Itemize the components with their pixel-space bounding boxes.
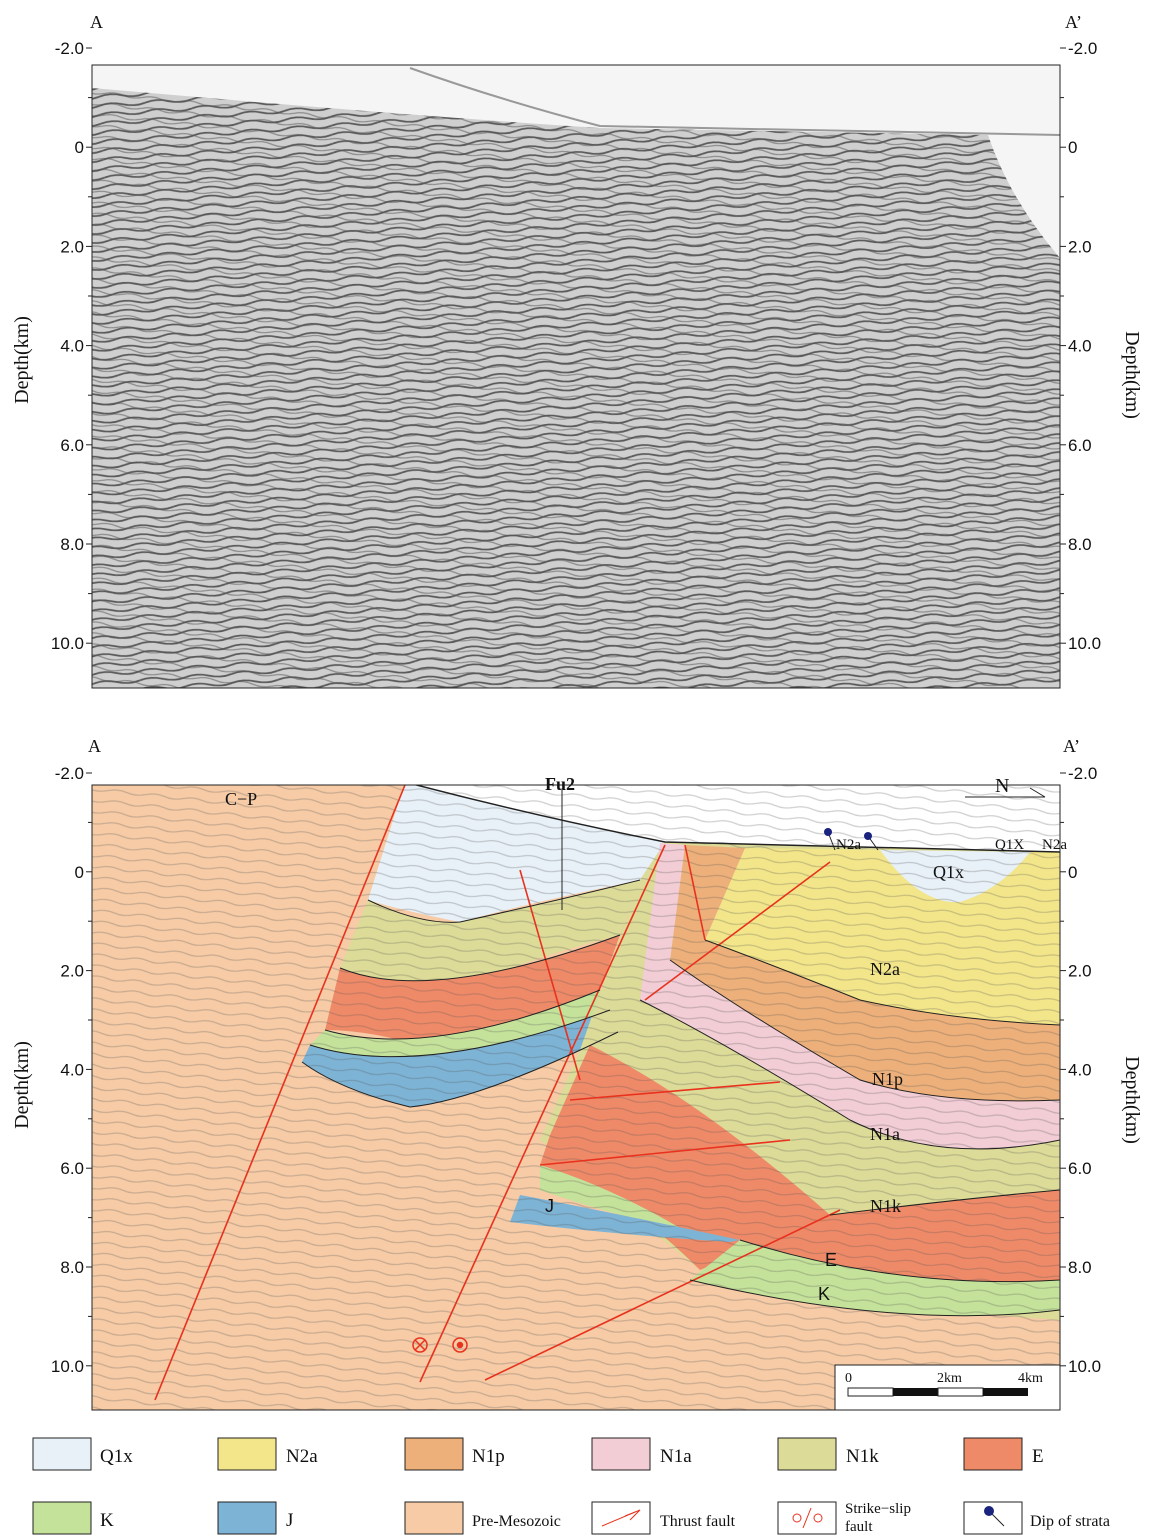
legend-swatch <box>963 1437 1023 1471</box>
dip-icon <box>984 1506 1005 1527</box>
ticks: -2.0 -2.0 0 0 2.0 2.0 4.0 4.0 6.0 6.0 8.0 8.0 10.0 10… <box>51 39 1101 1376</box>
faults <box>154 785 841 1401</box>
y-tick-label: -2.0 <box>1068 39 1097 58</box>
y-tick-label: 8.0 <box>1068 1258 1092 1277</box>
unit-label: N2a <box>870 959 900 979</box>
seismic-texture <box>92 65 1060 688</box>
legend-label: Thrust fault <box>660 1513 736 1530</box>
legend-swatch <box>404 1437 464 1471</box>
thrust-icon <box>601 1509 641 1527</box>
unit-label: N1a <box>870 1124 900 1144</box>
water-area <box>92 65 1060 258</box>
unit-label: J <box>545 1196 554 1216</box>
unit-label: Q1x <box>933 862 964 882</box>
unit-label: C−P <box>225 789 257 809</box>
north-label: N <box>995 775 1009 797</box>
legend-swatch <box>217 1501 277 1535</box>
legend-swatch <box>777 1437 837 1471</box>
legend-swatch <box>32 1437 92 1471</box>
surface-label: N2a <box>836 837 861 853</box>
y-tick-label: 10.0 <box>1068 1357 1101 1376</box>
scale-label: 2km <box>937 1371 962 1386</box>
y-tick-label: 0 <box>75 138 84 157</box>
y-axis-title: Depth(km) <box>11 1041 33 1129</box>
geology-panel <box>92 785 1060 1410</box>
surface-line <box>413 785 1060 853</box>
y-axis-title: Depth(km) <box>1121 331 1143 419</box>
legend-label: K <box>100 1510 114 1531</box>
y-tick-label: 10.0 <box>51 634 84 653</box>
legend-label: Q1x <box>100 1446 133 1467</box>
y-tick-label: 6.0 <box>60 436 84 455</box>
legend-swatch <box>963 1501 1023 1535</box>
y-tick-label: 10.0 <box>51 1357 84 1376</box>
unit-label: E <box>825 1250 837 1270</box>
y-tick-label: 0 <box>75 863 84 882</box>
y-tick-label: 6.0 <box>1068 1159 1092 1178</box>
north-arrow <box>965 787 1046 798</box>
y-tick-label: 2.0 <box>60 237 84 256</box>
y-tick-label: 10.0 <box>1068 634 1101 653</box>
y-tick-label: 2.0 <box>1068 237 1092 256</box>
surface-label: N2a <box>1042 837 1067 853</box>
legend-label: N1p <box>472 1446 505 1467</box>
unit-label: N1p <box>872 1069 903 1089</box>
boundaries <box>301 879 1060 1317</box>
y-tick-label: 8.0 <box>1068 535 1092 554</box>
legend-swatch <box>32 1501 92 1535</box>
frame <box>91 64 1061 689</box>
y-tick-label: 2.0 <box>60 962 84 981</box>
y-axis-title: Depth(km) <box>11 316 33 404</box>
scale-bar <box>834 1364 1061 1411</box>
legend-swatch <box>217 1437 277 1471</box>
y-tick-label: 8.0 <box>60 1258 84 1277</box>
unit-label: K <box>818 1284 830 1304</box>
y-tick-label: 8.0 <box>60 535 84 554</box>
y-tick-label: 4.0 <box>60 1060 84 1079</box>
section-start: A <box>88 736 101 756</box>
surface-label: Q1X <box>995 837 1024 853</box>
y-tick-label: 0 <box>1068 138 1077 157</box>
seismic-panel <box>91 64 1061 689</box>
legend-label: Strike−slip <box>845 1501 911 1517</box>
strike-slip-icon <box>792 1507 823 1529</box>
y-tick-label: 4.0 <box>60 337 84 356</box>
legend-label: N2a <box>286 1446 318 1467</box>
y-tick-label: 4.0 <box>1068 337 1092 356</box>
legend-swatch <box>404 1501 464 1535</box>
unit-label: N1k <box>870 1196 901 1216</box>
y-axis-title: Depth(km) <box>1121 1056 1143 1144</box>
y-tick-label: 6.0 <box>1068 436 1092 455</box>
scale-label: 0 <box>845 1371 852 1386</box>
strike-slip-symbols <box>412 1337 468 1353</box>
scale-label: 4km <box>1018 1371 1043 1386</box>
legend-label: N1a <box>660 1446 692 1467</box>
legend-label: N1k <box>846 1446 879 1467</box>
legend-label: E <box>1032 1446 1044 1467</box>
well-label: Fu2 <box>545 774 575 794</box>
frame <box>91 784 1061 1411</box>
seismic-texture <box>92 785 1060 1410</box>
legend-label: J <box>286 1510 293 1531</box>
legend: Q1x N2a N1p N1a N1k E K J Pre-Mesozoic T… <box>32 1437 1110 1535</box>
y-tick-label: 2.0 <box>1068 962 1092 981</box>
y-tick-label: -2.0 <box>55 39 84 58</box>
seafloor-line <box>409 67 1061 136</box>
y-tick-label: 4.0 <box>1068 1060 1092 1079</box>
legend-label: fault <box>845 1519 873 1535</box>
section-start: A <box>90 12 103 32</box>
y-tick-label: -2.0 <box>55 764 84 783</box>
section-end: A’ <box>1063 736 1080 756</box>
y-tick-label: 0 <box>1068 863 1077 882</box>
dip-symbols <box>824 828 879 851</box>
legend-swatch <box>591 1437 651 1471</box>
legend-label: Dip of strata <box>1030 1513 1110 1530</box>
y-tick-label: -2.0 <box>1068 764 1097 783</box>
legend-label: Pre-Mesozoic <box>472 1513 561 1530</box>
y-tick-label: 6.0 <box>60 1159 84 1178</box>
labels: A A’ Depth(km) Depth(km) A A’ Depth(km) … <box>11 12 1143 1386</box>
section-end: A’ <box>1065 12 1082 32</box>
